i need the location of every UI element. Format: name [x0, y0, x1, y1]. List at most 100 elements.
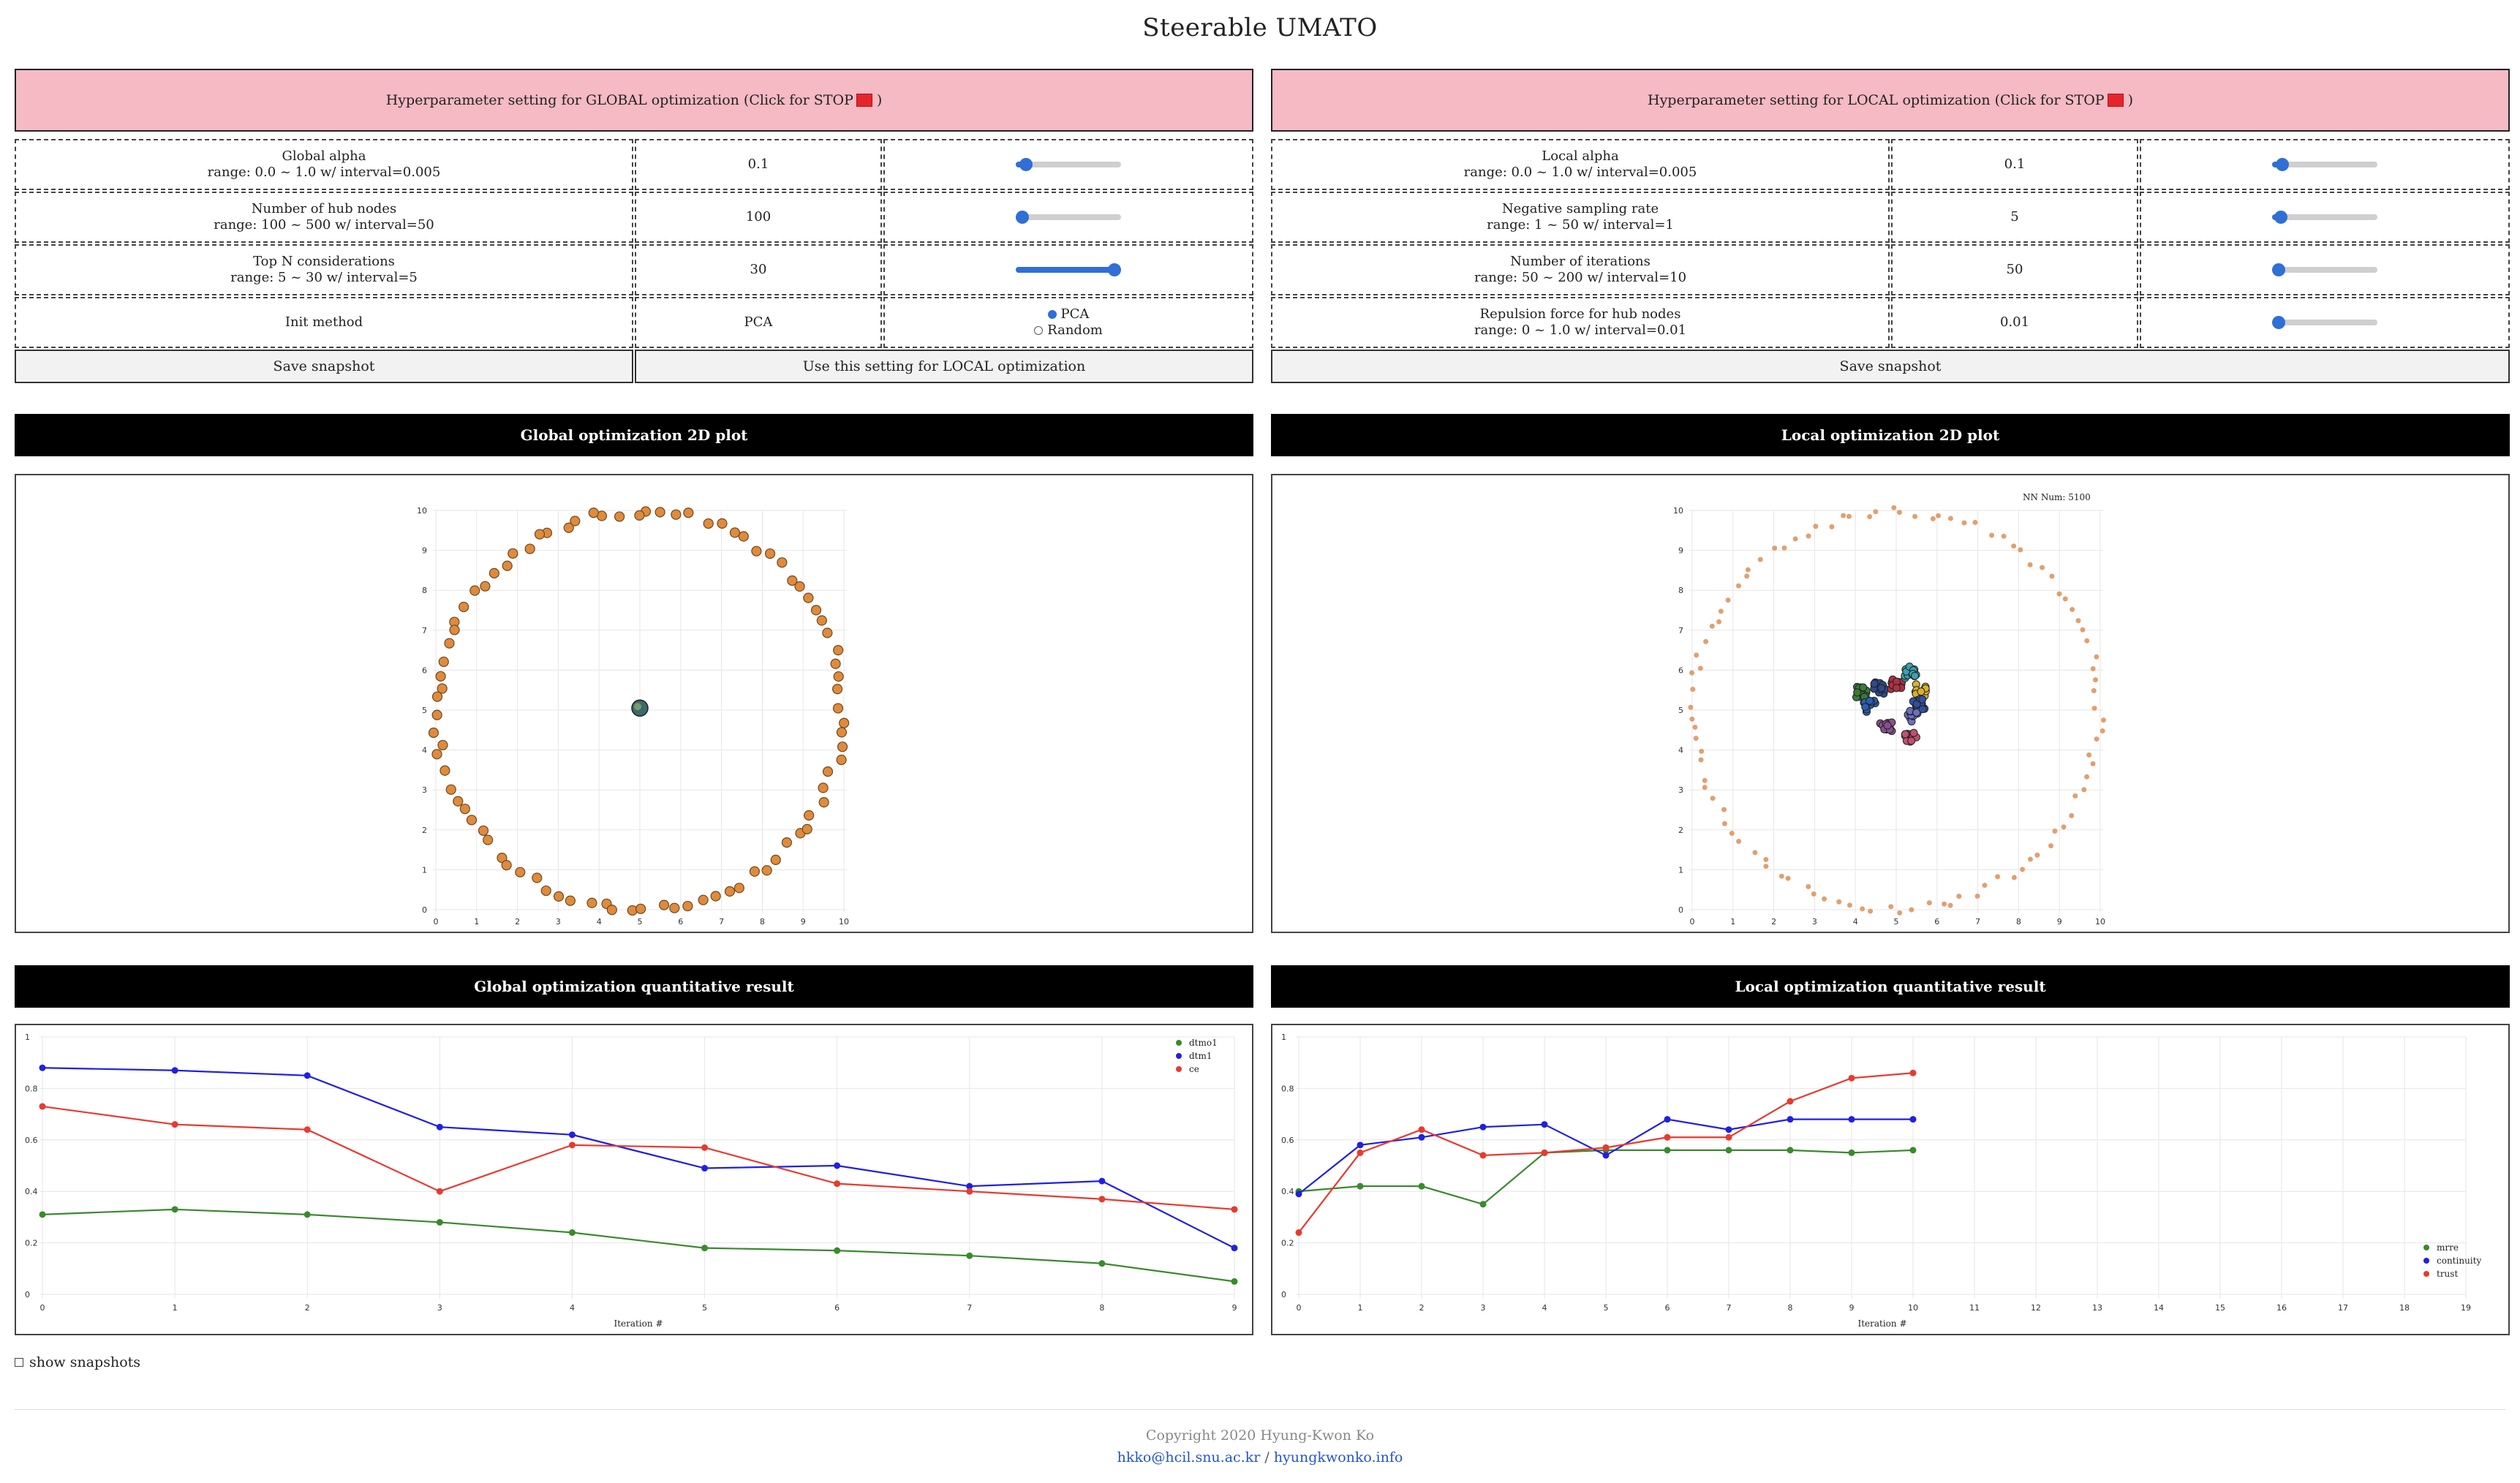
data-point: [478, 825, 489, 837]
global-2d-plot-panel[interactable]: 0 1 2 3 4 5 6 7 8 9 10 0 1 2 3 4 5 6 7 8 9 10: [15, 474, 1253, 933]
data-point: [2081, 787, 2087, 793]
series-point: [1787, 1116, 1794, 1123]
slider-knob[interactable]: [2271, 263, 2285, 276]
data-point: [445, 784, 456, 795]
local-cluster: [1876, 718, 1896, 736]
data-point: [2011, 543, 2017, 549]
y-tick-label: 6: [1678, 665, 1683, 675]
data-point: [2094, 654, 2100, 660]
slider-knob[interactable]: [2271, 316, 2285, 329]
data-point: [1689, 670, 1695, 676]
param-slider[interactable]: [2271, 263, 2377, 276]
page-title: Steerable UMATO: [1142, 13, 1378, 42]
y-tick-label: 0.4: [25, 1187, 38, 1196]
x-tick-label: 15: [2215, 1303, 2225, 1313]
global-save-snapshot-button[interactable]: Save snapshot: [15, 350, 633, 383]
series-point: [1357, 1182, 1364, 1190]
legend-label: dtmo1: [1189, 1038, 1218, 1048]
radio-button[interactable]: [1034, 326, 1044, 335]
series-point: [1664, 1116, 1671, 1123]
param-control-cell: [883, 192, 1253, 243]
y-tick-label: 7: [422, 626, 427, 635]
global-quant-panel[interactable]: 0 1 2 3 4 5 6 7 8 9 0 0.2 0.4 0.6 0.8 1 Iteration # dtmo1…: [15, 1024, 1253, 1335]
param-slider[interactable]: [1016, 158, 1121, 171]
series-point: [171, 1121, 178, 1128]
slider-knob[interactable]: [2274, 211, 2287, 224]
legend-label: mrre: [2437, 1242, 2459, 1253]
x-tick-label: 0: [40, 1303, 45, 1313]
data-point: [1982, 883, 1988, 888]
grid: [1689, 510, 2103, 913]
init-method-option[interactable]: Random: [1034, 322, 1103, 339]
series-point: [171, 1067, 178, 1074]
local-2d-plot-panel[interactable]: 0 1 2 3 4 5 6 7 8 9 10 0 1 2 3 4 5 6 7 8 9 10 NN Num: 5100: [1271, 474, 2510, 933]
param-value: PCA: [635, 297, 882, 348]
local-header-tail: ): [2127, 92, 2133, 108]
data-point: [733, 883, 744, 894]
data-point: [816, 615, 827, 626]
param-slider[interactable]: [2271, 316, 2377, 329]
data-point: [2072, 793, 2078, 799]
y-tick-label: 4: [422, 746, 427, 755]
param-slider[interactable]: [1016, 263, 1122, 276]
x-tick-label: 3: [1812, 917, 1817, 927]
series-point: [1909, 1147, 1917, 1154]
global-scatter-plot[interactable]: 0 1 2 3 4 5 6 7 8 9 10 0 1 2 3 4 5 6 7 8 9 10: [16, 475, 1252, 932]
param-slider[interactable]: [2272, 211, 2377, 224]
use-for-local-button[interactable]: Use this setting for LOCAL optimization: [635, 350, 1253, 383]
local-scatter-plot[interactable]: 0 1 2 3 4 5 6 7 8 9 10 0 1 2 3 4 5 6 7 8 9 10 NN Num: 5100: [1272, 475, 2508, 932]
local-save-snapshot-button[interactable]: Save snapshot: [1271, 350, 2510, 383]
data-point: [532, 872, 543, 883]
x-tick-label: 10: [1908, 1303, 1918, 1313]
series-point: [436, 1218, 443, 1226]
show-snapshots-toggle[interactable]: show snapshots: [15, 1354, 140, 1370]
data-point: [836, 727, 848, 738]
param-name-cell: Number of iterations range: 50 ~ 200 w/ i…: [1271, 244, 1890, 295]
data-point: [710, 891, 721, 902]
param-value: 0.1: [635, 139, 882, 190]
series-point: [1787, 1147, 1794, 1154]
series-point: [1787, 1098, 1794, 1105]
data-point: [1909, 907, 1914, 913]
cluster-point: [1909, 728, 1918, 737]
data-point: [1716, 619, 1722, 624]
local-quant-title: Local optimization quantitative result: [1271, 965, 2510, 1008]
slider-knob[interactable]: [1108, 263, 1122, 276]
slider-knob[interactable]: [1015, 211, 1029, 224]
cluster-point: [1861, 703, 1870, 712]
local-quant-panel[interactable]: 0 1 2 3 4 5 6 7 8 9 10 11 12 13 14 15 16 17 18 19 0 0.2 0.4 0.6…: [1271, 1024, 2510, 1335]
global-line-chart[interactable]: 0 1 2 3 4 5 6 7 8 9 0 0.2 0.4 0.6 0.8 1 Iteration # dtmo1…: [16, 1025, 1252, 1334]
param-slider[interactable]: [2272, 158, 2377, 171]
local-cluster: [1887, 675, 1906, 693]
data-point: [2027, 562, 2033, 567]
series-point: [1725, 1147, 1732, 1154]
slider-knob[interactable]: [1019, 158, 1033, 171]
init-method-option[interactable]: PCA: [1047, 306, 1089, 322]
radio-button[interactable]: [1047, 310, 1057, 319]
param-value: 5: [1891, 192, 2138, 243]
series-point: [966, 1252, 973, 1259]
global-stop-header[interactable]: Hyperparameter setting for GLOBAL optimi…: [15, 69, 1253, 132]
local-line-chart[interactable]: 0 1 2 3 4 5 6 7 8 9 10 11 12 13 14 15 16 17 18 1900.20.40.6…: [1272, 1025, 2508, 1334]
data-point: [2056, 591, 2062, 597]
x-tick-label: 7: [1727, 1303, 1732, 1313]
series-point: [966, 1182, 973, 1190]
data-point: [1961, 520, 1967, 526]
x-tick-label: 4: [1542, 1303, 1547, 1313]
param-slider[interactable]: [1015, 211, 1121, 224]
data-point: [764, 548, 776, 559]
series-point: [568, 1229, 576, 1237]
y-tick-label: 1: [1678, 865, 1683, 875]
site-link[interactable]: hyungkwonko.info: [1273, 1449, 1403, 1465]
slider-knob[interactable]: [2276, 158, 2290, 171]
checkbox[interactable]: [15, 1358, 23, 1367]
local-stop-header[interactable]: Hyperparameter setting for LOCAL optimiz…: [1271, 69, 2510, 132]
data-point: [1699, 748, 1705, 754]
data-point: [832, 703, 844, 714]
local-cluster: [1909, 694, 1929, 714]
param-value: 50: [1891, 244, 2138, 295]
param-name-cell: Global alpha range: 0.0 ~ 1.0 w/ interval…: [15, 139, 633, 190]
legend-label: continuity: [2437, 1256, 2481, 1266]
email-link[interactable]: hkko@hcil.snu.ac.kr: [1117, 1449, 1261, 1465]
data-point: [634, 510, 645, 521]
